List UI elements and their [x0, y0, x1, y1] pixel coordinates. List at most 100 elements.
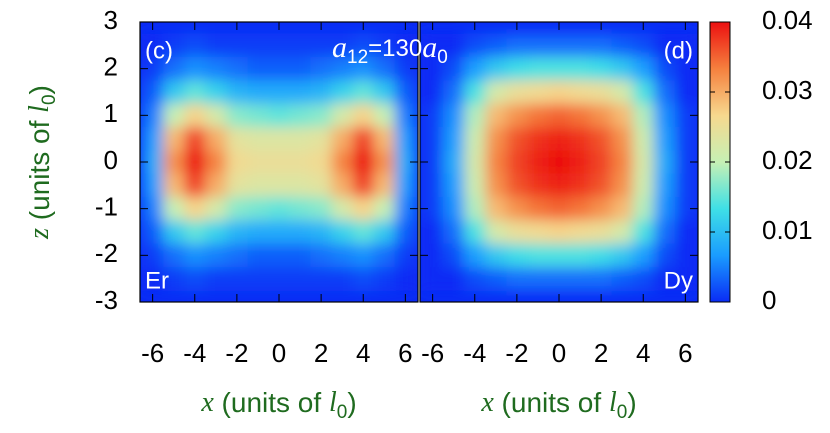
cell	[506, 80, 528, 105]
cell	[142, 243, 164, 268]
cell	[226, 127, 248, 151]
cell	[331, 267, 354, 291]
cell	[142, 150, 164, 175]
cell	[142, 127, 164, 151]
cell	[674, 57, 697, 81]
cell	[674, 267, 697, 291]
cell	[485, 150, 507, 175]
cell	[247, 243, 269, 268]
cell	[184, 33, 206, 58]
cell	[632, 150, 655, 175]
cell	[674, 173, 697, 198]
cell	[527, 220, 549, 245]
cell	[485, 243, 507, 268]
label-part: )	[627, 387, 636, 418]
cell	[310, 173, 333, 198]
cell	[485, 33, 507, 58]
cell	[394, 127, 417, 151]
cell	[373, 220, 396, 245]
cell	[443, 197, 465, 221]
cell	[422, 197, 444, 221]
cell	[268, 57, 291, 81]
cell	[268, 33, 291, 58]
cell	[331, 57, 354, 81]
cell	[422, 127, 444, 151]
x-tick-label: -6	[141, 338, 164, 368]
cell	[485, 80, 507, 105]
cell	[352, 173, 375, 198]
cell	[653, 127, 676, 151]
cell	[289, 80, 312, 105]
cell	[373, 150, 396, 175]
cell	[464, 80, 486, 105]
cell	[548, 57, 571, 81]
cell	[226, 150, 248, 175]
annotation-part: a	[422, 31, 437, 64]
cell	[674, 103, 697, 128]
label-part: z	[24, 228, 55, 240]
cell	[569, 173, 592, 198]
cells	[142, 33, 417, 291]
x-tick-label: 4	[636, 338, 650, 368]
cell	[226, 243, 248, 268]
cell	[184, 80, 206, 105]
y-tick-label: -2	[95, 238, 118, 268]
cell	[226, 80, 248, 105]
cell	[527, 150, 549, 175]
cell	[373, 197, 396, 221]
cell	[590, 220, 613, 245]
cell	[443, 80, 465, 105]
cell	[310, 33, 333, 58]
cell	[632, 80, 655, 105]
cell	[268, 103, 291, 128]
cell	[184, 150, 206, 175]
cell	[289, 57, 312, 81]
cell	[422, 173, 444, 198]
cell	[590, 103, 613, 128]
cell	[611, 80, 634, 105]
cell	[247, 80, 269, 105]
cell	[422, 33, 444, 58]
cell	[226, 103, 248, 128]
x-axis-label: x (units of l0)	[480, 387, 636, 423]
cell	[443, 33, 465, 58]
cell	[443, 267, 465, 291]
cell	[548, 173, 571, 198]
cell	[394, 197, 417, 221]
cell	[268, 127, 291, 151]
cell	[373, 267, 396, 291]
cell	[485, 103, 507, 128]
cell	[653, 267, 676, 291]
cell	[373, 80, 396, 105]
cell	[674, 197, 697, 221]
cell	[527, 267, 549, 291]
cell	[163, 150, 185, 175]
cell	[352, 150, 375, 175]
cell	[506, 243, 528, 268]
cell	[506, 57, 528, 81]
cell	[653, 197, 676, 221]
cell	[352, 57, 375, 81]
cell	[226, 173, 248, 198]
cell	[163, 33, 185, 58]
cell	[142, 220, 164, 245]
cell	[422, 243, 444, 268]
cell	[310, 127, 333, 151]
cell	[331, 220, 354, 245]
cell	[569, 197, 592, 221]
y-tick-label: 0	[104, 145, 118, 175]
cell	[142, 173, 164, 198]
cell	[611, 173, 634, 198]
cell	[632, 220, 655, 245]
x-tick-label: 0	[272, 338, 286, 368]
label-part: 0	[337, 402, 348, 423]
cell	[485, 267, 507, 291]
cell	[569, 267, 592, 291]
colorbar-tick-label: 0.03	[762, 75, 813, 105]
colorbar-tick-label: 0.02	[762, 145, 813, 175]
cell	[394, 33, 417, 58]
cell	[352, 267, 375, 291]
colorbar-tick-label: 0.04	[762, 5, 813, 35]
cell	[527, 243, 549, 268]
